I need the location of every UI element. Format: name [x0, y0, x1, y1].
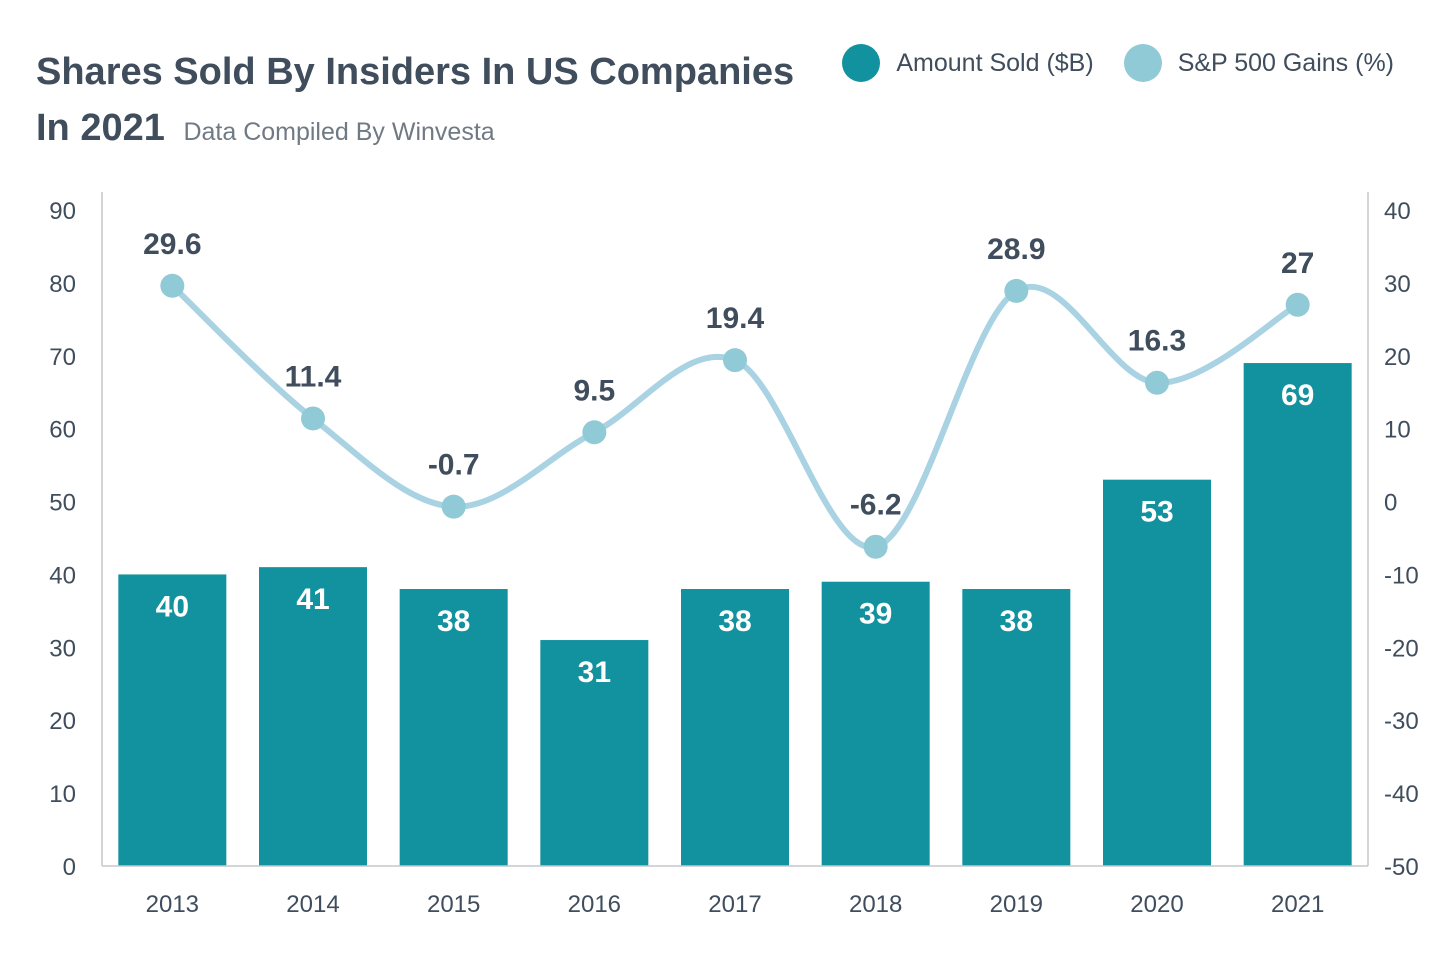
legend-item-amount-sold: Amount Sold ($B) — [842, 44, 1094, 82]
line-point — [582, 420, 607, 445]
line-point — [1004, 278, 1029, 303]
x-tick-label: 2017 — [708, 891, 761, 918]
legend-label-amount-sold: Amount Sold ($B) — [896, 48, 1094, 77]
chart-legend: Amount Sold ($B) S&P 500 Gains (%) — [812, 44, 1394, 82]
x-tick-label: 2016 — [568, 891, 621, 918]
legend-label-sp500-gains: S&P 500 Gains (%) — [1177, 48, 1394, 77]
chart-title: Shares Sold By Insiders In US Companies … — [36, 44, 796, 160]
y-left-tick-label: 20 — [49, 708, 76, 735]
y-left-tick-label: 40 — [49, 562, 76, 589]
y-right-tick-label: -10 — [1384, 562, 1419, 589]
y-right-tick-label: -40 — [1384, 781, 1419, 808]
y-left-tick-label: 50 — [49, 490, 76, 517]
bar-value-label: 38 — [718, 605, 751, 638]
line-point — [441, 494, 466, 519]
x-tick-label: 2013 — [146, 891, 199, 918]
bar — [821, 581, 930, 866]
y-right-tick-label: 10 — [1384, 417, 1411, 444]
y-left-tick-label: 80 — [49, 271, 76, 298]
bar-value-label: 38 — [437, 605, 470, 638]
x-tick-label: 2021 — [1271, 891, 1324, 918]
bar — [540, 640, 649, 866]
y-right-tick-label: 30 — [1384, 271, 1411, 298]
y-right-tick-label: -30 — [1384, 708, 1419, 735]
y-left-tick-label: 90 — [49, 198, 76, 225]
chart-title-text: Shares Sold By Insiders In US Companies … — [36, 51, 795, 149]
bar-value-label: 38 — [1000, 605, 1033, 638]
y-left-tick-label: 60 — [49, 417, 76, 444]
line-value-label: 16.3 — [1128, 325, 1186, 358]
line-point — [160, 273, 185, 298]
x-tick-label: 2018 — [849, 891, 902, 918]
bar-value-label: 39 — [859, 598, 892, 631]
line-value-label: 28.9 — [987, 233, 1045, 266]
bar — [681, 589, 789, 866]
legend-swatch-line — [1123, 44, 1162, 82]
y-right-tick-label: 40 — [1384, 198, 1411, 225]
bar — [1103, 479, 1211, 866]
line-value-label: 9.5 — [573, 374, 615, 407]
line-point — [723, 348, 747, 373]
bar-value-label: 53 — [1140, 496, 1173, 529]
line-value-label: 27 — [1281, 247, 1314, 280]
x-tick-label: 2015 — [427, 891, 480, 918]
line-value-label: 29.6 — [143, 228, 201, 261]
y-left-tick-label: 10 — [49, 781, 76, 808]
y-left-tick-label: 70 — [49, 344, 76, 371]
legend-item-sp500-gains: S&P 500 Gains (%) — [1123, 44, 1394, 82]
chart-subtitle: Data Compiled By Winvesta — [183, 118, 495, 146]
line-point — [863, 534, 888, 559]
y-right-tick-label: 0 — [1384, 490, 1397, 517]
x-tick-label: 2014 — [286, 891, 339, 918]
line-point — [1145, 370, 1169, 395]
line-value-label: 19.4 — [706, 302, 765, 335]
y-left-tick-label: 30 — [49, 635, 76, 662]
line-value-label: -6.2 — [850, 489, 902, 522]
y-right-tick-label: 20 — [1384, 344, 1411, 371]
y-right-tick-label: -50 — [1384, 854, 1419, 881]
bar — [399, 589, 508, 866]
bar-value-label: 41 — [296, 583, 329, 616]
line-point — [301, 406, 325, 431]
bar-value-label: 40 — [156, 590, 189, 623]
x-tick-label: 2019 — [990, 891, 1043, 918]
x-tick-label: 2020 — [1130, 891, 1183, 918]
bar — [259, 567, 367, 866]
bar — [962, 589, 1071, 866]
bar — [1243, 363, 1352, 866]
bar — [118, 574, 227, 866]
line-value-label: 11.4 — [285, 360, 342, 393]
sp500-gains-line — [169, 282, 1301, 550]
line-value-label: -0.7 — [428, 449, 480, 482]
y-left-tick-label: 0 — [63, 854, 76, 881]
y-right-tick-label: -20 — [1384, 635, 1419, 662]
bar-value-label: 69 — [1281, 379, 1314, 412]
bar-value-label: 31 — [578, 656, 611, 689]
line-point — [1285, 292, 1310, 317]
legend-swatch-bars — [842, 44, 881, 82]
